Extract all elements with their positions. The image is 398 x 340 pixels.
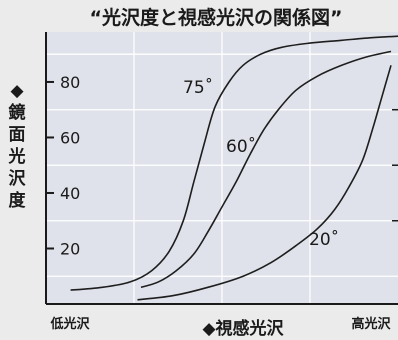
series-line-2 <box>140 50 392 289</box>
y-tick-label-60: 60 <box>60 128 80 147</box>
series-label-1: 75˚ <box>183 77 213 98</box>
y-axis-label-char-4: 光 <box>8 146 26 167</box>
series-line-3 <box>137 65 392 301</box>
y-axis-label-char-1: ◆ <box>10 81 24 101</box>
x-axis-title: ◆視感光沢 <box>202 318 284 339</box>
series-label-3: 20˚ <box>309 229 339 250</box>
y-tick-labels: 20 40 60 80 <box>46 73 398 258</box>
grid <box>46 32 398 304</box>
y-axis-label-char-5: 沢 <box>9 168 27 189</box>
y-tick-label-40: 40 <box>60 184 80 203</box>
series-line-1 <box>70 35 398 291</box>
y-axis-label-char-6: 度 <box>9 190 27 211</box>
y-tick-label-80: 80 <box>60 73 80 92</box>
series-labels: 75˚ 60˚ 20˚ <box>183 77 339 250</box>
y-tick-label-20: 20 <box>60 239 80 258</box>
x-axis-low-label: 低光沢 <box>49 316 90 332</box>
chart-title: “光沢度と視感光沢の関係図” <box>90 6 343 29</box>
axes <box>45 32 398 305</box>
series-label-2: 60˚ <box>226 136 256 157</box>
series-lines <box>70 35 398 301</box>
y-axis-label-char-2: 鏡 <box>9 102 26 123</box>
y-axis-label-char-3: 面 <box>9 125 26 145</box>
x-axis-high-label: 高光沢 <box>351 316 391 332</box>
